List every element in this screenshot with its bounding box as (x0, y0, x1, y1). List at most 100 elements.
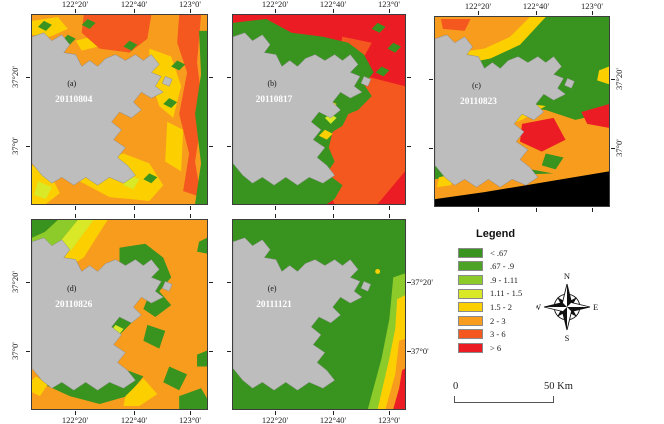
axis-tick (227, 351, 231, 352)
panel-date: 20110804 (55, 95, 92, 105)
compass-south-label: S (565, 333, 570, 343)
lat-label: 37°20' (613, 68, 624, 90)
legend-item: 1.5 - 2 (452, 300, 572, 314)
panel-date: 20110826 (55, 300, 92, 310)
axis-tick (478, 11, 479, 15)
lon-label: 122°40' (120, 0, 148, 9)
legend-label: .67 - .9 (490, 261, 515, 272)
panel-letter: (b) (268, 79, 277, 88)
axis-tick (134, 206, 135, 210)
lon-label: 122°20' (61, 0, 89, 9)
panel-date: 20111121 (256, 300, 292, 310)
lon-label: 123°0' (179, 0, 201, 9)
lon-label: 122°20' (261, 0, 289, 9)
axis-tick (275, 206, 276, 210)
axis-tick (592, 208, 593, 212)
map-panel-a: (a) 20110804 122°20' 122°40' 123°0' 37°2… (10, 0, 213, 210)
panel-letter: (c) (472, 81, 481, 90)
lon-label: 122°40' (319, 414, 347, 424)
axis-tick (407, 282, 411, 283)
lon-label: 122°40' (522, 1, 550, 11)
axis-tick (333, 9, 334, 13)
lon-label: 122°20' (464, 1, 492, 11)
lat-label: 37°20' (9, 66, 20, 88)
legend-item: < .67 (452, 246, 572, 260)
axis-tick (389, 214, 390, 218)
legend-item: 3 - 6 (452, 328, 572, 342)
legend-item: 2 - 3 (452, 314, 572, 328)
axis-tick (75, 206, 76, 210)
map-panel-e: (e) 20111121 122°20' 122°40' 123°0' 37°2… (227, 214, 433, 424)
map-panel-b: (b) 20110817 122°20' 122°40' 123°0' (227, 0, 411, 210)
lon-label: 122°40' (319, 0, 347, 9)
axis-tick (333, 214, 334, 218)
axis-tick (275, 214, 276, 218)
axis-tick (190, 206, 191, 210)
legend-title: Legend (476, 228, 516, 240)
axis-tick (478, 208, 479, 212)
panel-letter: (d) (67, 284, 77, 293)
lat-label: 37°0' (411, 345, 429, 356)
map-panel-d: (d) 20110826 122°20' 122°40' 123°0' 37°2… (10, 214, 213, 424)
panel-letter: (a) (67, 79, 76, 88)
scalebar-bar (454, 396, 554, 403)
axis-tick (209, 351, 213, 352)
axis-tick (333, 411, 334, 415)
axis-tick (536, 11, 537, 15)
lat-label: 37°20' (411, 276, 433, 287)
axis-tick (389, 411, 390, 415)
legend-label: 3 - 6 (490, 329, 506, 340)
legend-item: .67 - .9 (452, 260, 572, 274)
legend-swatch (458, 342, 483, 353)
legend-swatch (458, 315, 483, 326)
axis-tick (75, 411, 76, 415)
axis-tick (389, 206, 390, 210)
map-raster-d: (d) 20110826 (31, 219, 208, 410)
lat-label: 37°0' (9, 342, 20, 360)
axis-tick (611, 148, 615, 149)
lon-label: 122°20' (261, 414, 289, 424)
axis-tick (190, 9, 191, 13)
panel-letter: (e) (268, 284, 277, 293)
axis-tick (407, 351, 411, 352)
legend-swatch (458, 274, 483, 285)
legend-swatch (458, 302, 483, 313)
axis-tick (536, 208, 537, 212)
axis-tick (227, 146, 231, 147)
legend-item: > 6 (452, 341, 572, 355)
lon-label: 123°0' (179, 414, 201, 424)
lon-label: 123°0' (378, 0, 400, 9)
lat-label: 37°0' (9, 137, 20, 155)
axis-tick (26, 351, 30, 352)
lat-label: 37°20' (9, 271, 20, 293)
axis-tick (333, 206, 334, 210)
map-raster-e: (e) 20111121 (232, 219, 406, 410)
legend-swatch (458, 247, 483, 258)
legend: Legend < .67 .67 - .9 .9 - 1.11 1.11 - 1… (452, 228, 572, 355)
axis-tick (389, 9, 390, 13)
axis-tick (26, 77, 30, 78)
legend-label: < .67 (490, 247, 508, 258)
axis-tick (407, 146, 411, 147)
lon-label: 122°40' (120, 414, 148, 424)
legend-swatch (458, 329, 483, 340)
panel-date: 20110823 (460, 97, 497, 107)
lon-label: 123°0' (378, 414, 400, 424)
legend-item: .9 - 1.11 (452, 273, 572, 287)
axis-tick (429, 79, 433, 80)
compass-rose: N E S W (536, 271, 598, 343)
axis-tick (227, 282, 231, 283)
axis-tick (611, 79, 615, 80)
legend-label: > 6 (490, 342, 502, 353)
axis-tick (275, 9, 276, 13)
map-raster-c: (c) 20110823 (434, 16, 610, 207)
lon-label: 122°20' (61, 414, 89, 424)
axis-tick (26, 146, 30, 147)
panel-date: 20110817 (256, 95, 293, 105)
axis-tick (75, 9, 76, 13)
scalebar-start-label: 0 (453, 381, 459, 392)
axis-tick (190, 214, 191, 218)
legend-item: 1.11 - 1.5 (452, 287, 572, 301)
compass-west-label: W (536, 302, 541, 312)
